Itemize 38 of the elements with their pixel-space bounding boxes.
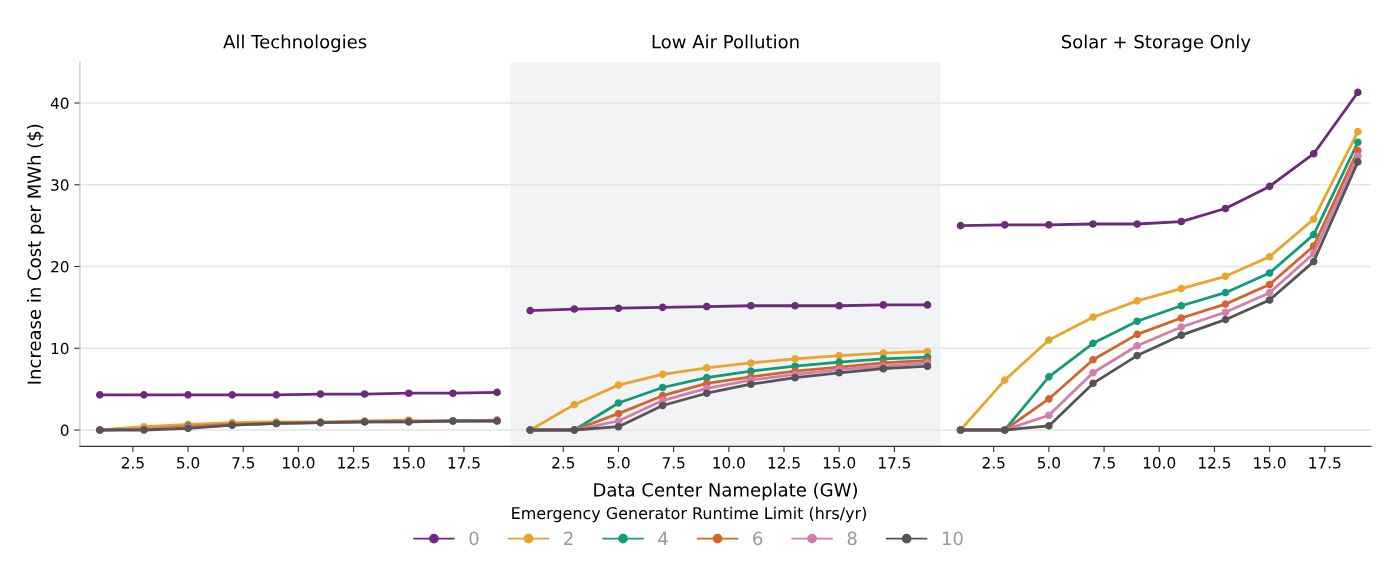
x-tick-label: 10.0 [1143, 457, 1176, 469]
x-tick-label: 15.0 [393, 457, 425, 469]
x-tick-label: 10.0 [283, 457, 315, 469]
legend-label: 2 [564, 531, 573, 545]
x-tick-label: 5.0 [177, 457, 200, 469]
x-tick-label: 17.5 [1309, 457, 1341, 469]
y-tick-label: 20 [51, 260, 69, 273]
x-tick-label: 7.5 [232, 457, 255, 469]
x-tick-label: 7.5 [662, 457, 685, 469]
x-tick-label: 15.0 [823, 457, 856, 469]
y-axis-title: Increase in Cost per MWh ($) [27, 124, 45, 384]
legend-label: 8 [847, 531, 857, 546]
x-tick-label: 17.5 [448, 457, 480, 469]
x-tick-label: 12.5 [338, 457, 370, 469]
x-tick-label: 2.5 [552, 457, 575, 469]
chart-title: Solar + Storage Only [1061, 34, 1251, 53]
x-axis-title: Data Center Nameplate (GW) [594, 482, 857, 501]
legend-label: 6 [753, 531, 763, 546]
x-tick-label: 2.5 [121, 457, 144, 469]
y-tick-label: 10 [51, 342, 69, 355]
y-tick-label: 0 [60, 424, 69, 437]
chart-title: Low Air Pollution [652, 34, 799, 49]
x-tick-label: 10.0 [713, 457, 745, 469]
x-tick-label: 12.5 [768, 457, 800, 469]
legend-label: 10 [942, 531, 963, 546]
x-tick-label: 7.5 [1093, 457, 1115, 469]
legend-label: 0 [469, 531, 479, 546]
x-tick-label: 17.5 [879, 457, 911, 469]
chart-title: All Technologies [223, 34, 367, 53]
x-tick-label: 15.0 [1254, 457, 1286, 469]
x-tick-label: 12.5 [1199, 457, 1231, 469]
x-tick-label: 2.5 [982, 457, 1005, 469]
x-tick-label: 5.0 [607, 457, 630, 469]
legend-label: 4 [658, 531, 668, 545]
x-tick-label: 5.0 [1037, 457, 1060, 469]
y-tick-label: 40 [50, 97, 69, 110]
y-tick-label: 30 [51, 179, 69, 191]
legend-title: Emergency Generator Runtime Limit (hrs/yr) [512, 506, 866, 523]
